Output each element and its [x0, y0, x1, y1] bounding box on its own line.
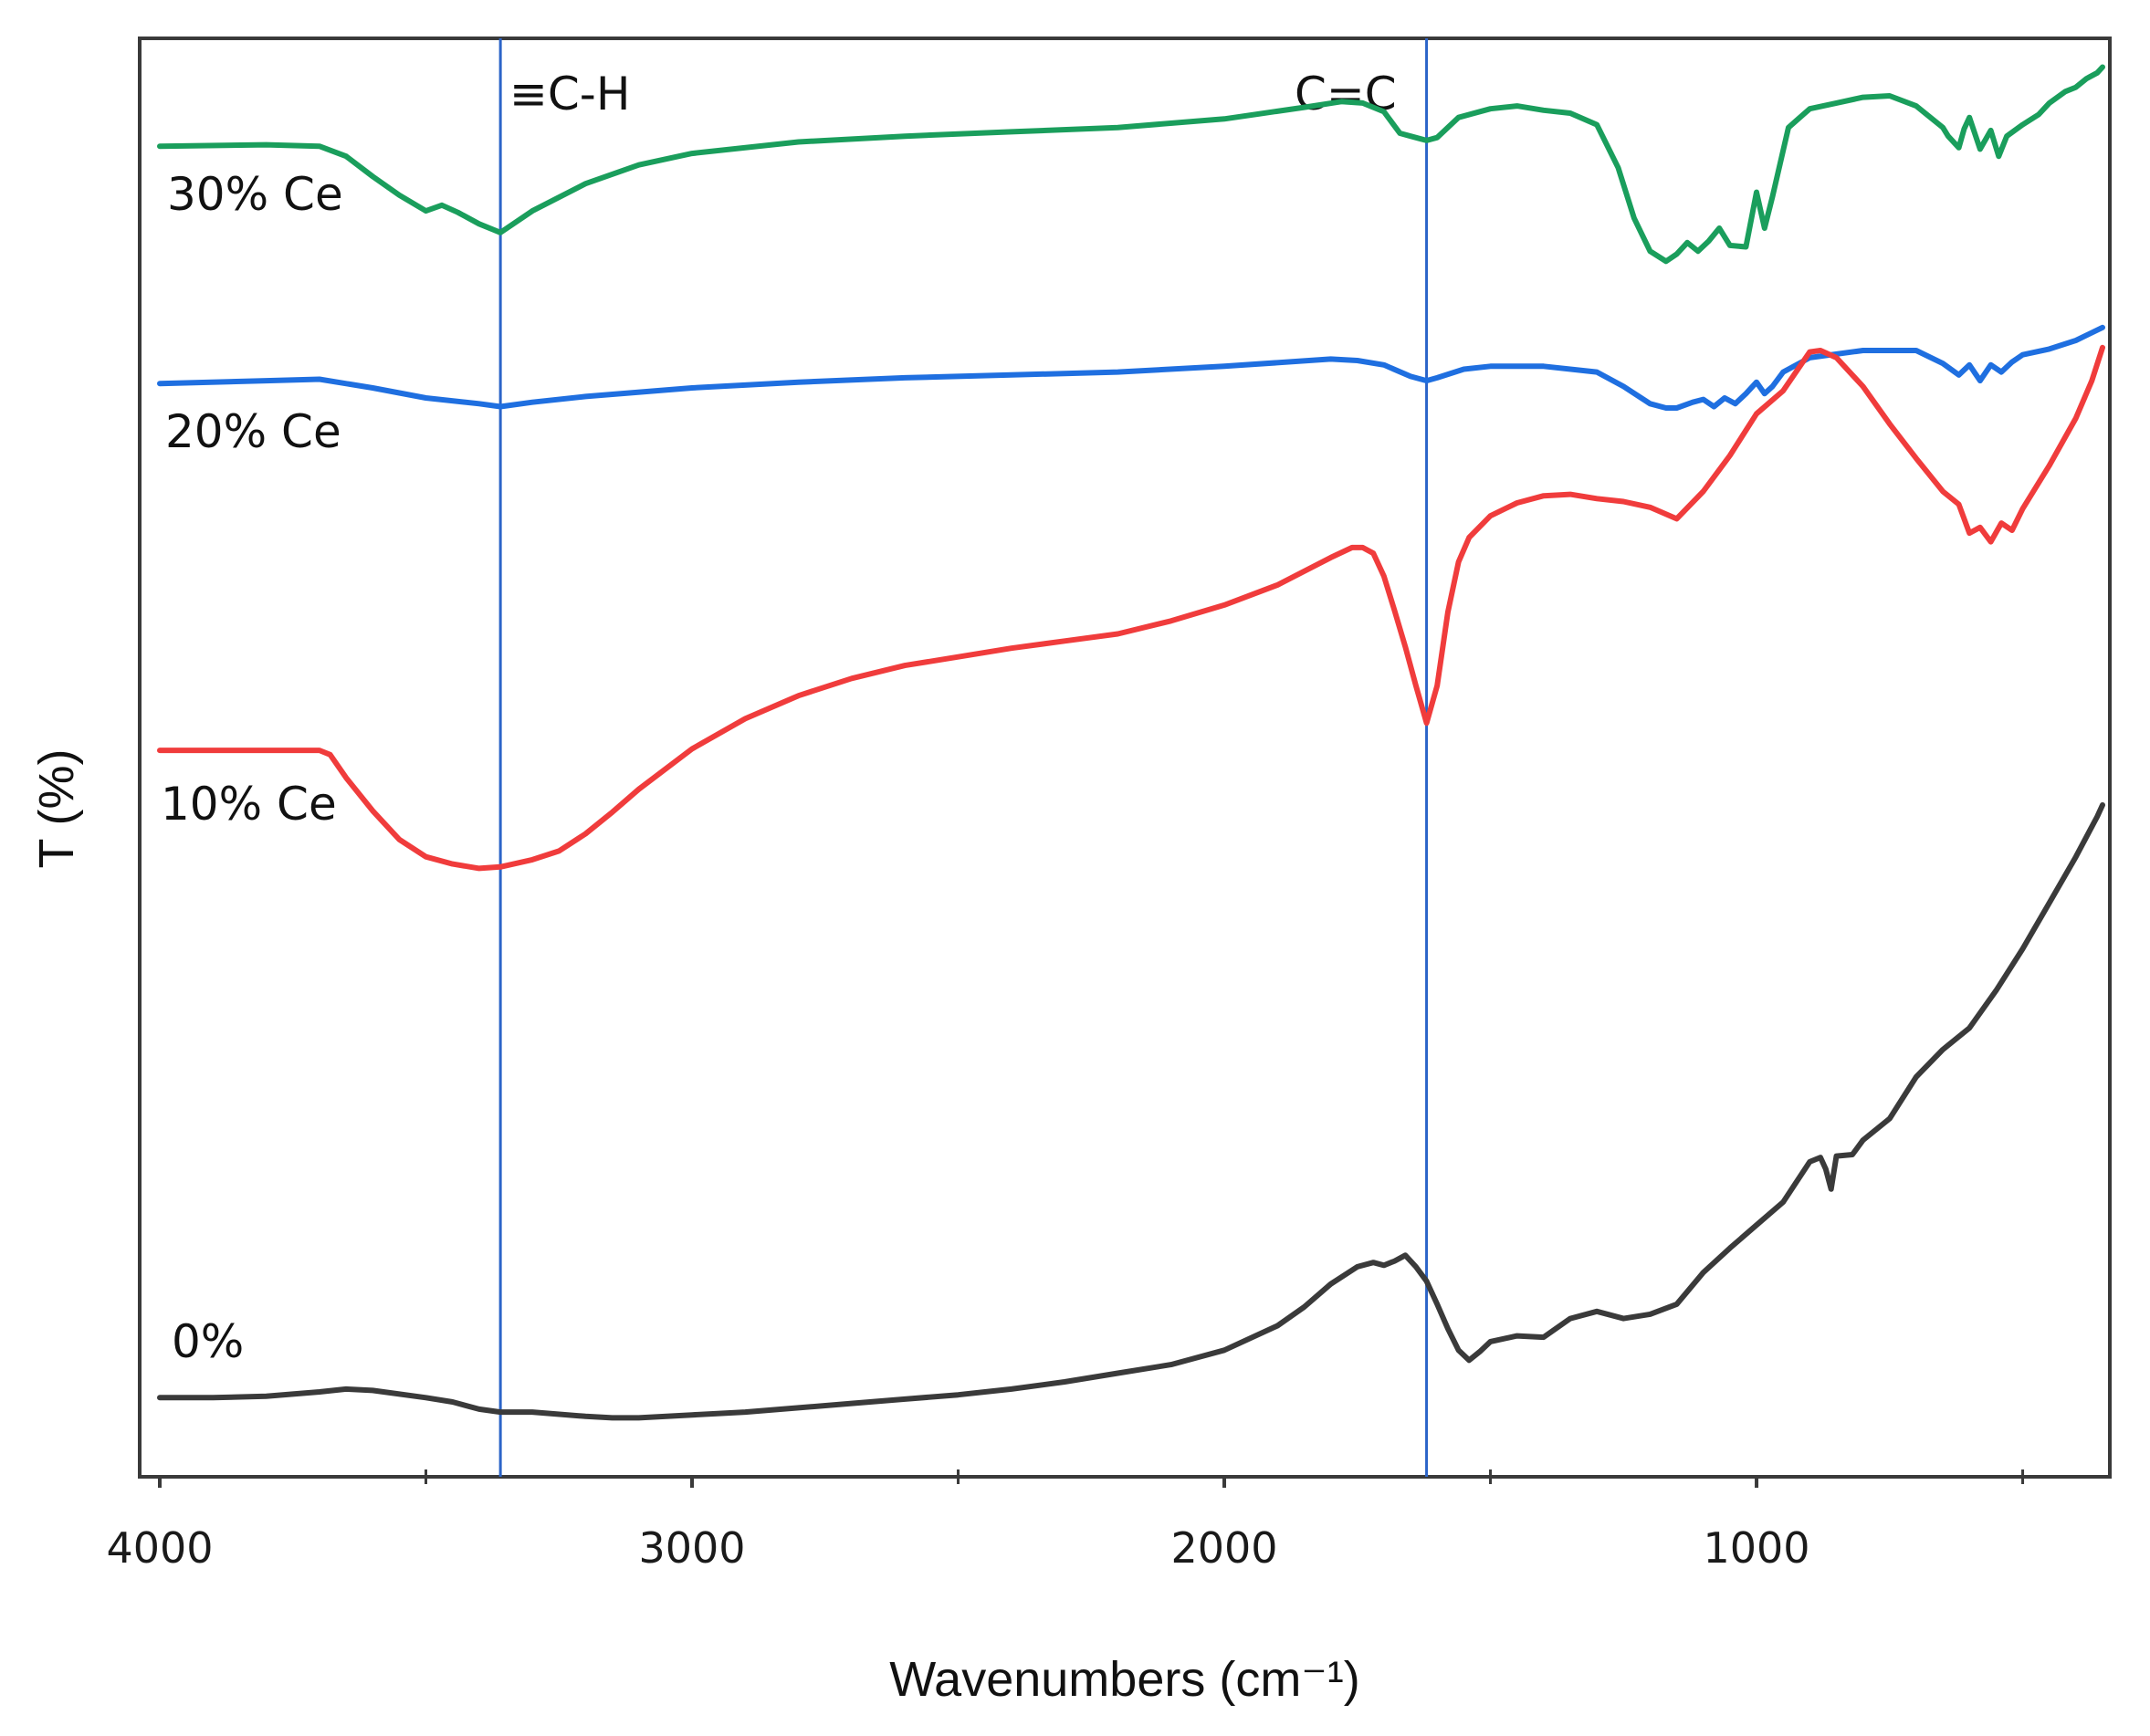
plot-frame	[138, 37, 2112, 1479]
x-major-ticks	[158, 1477, 1759, 1488]
x-tick-label-4000: 4000	[106, 1523, 213, 1573]
series-line-10-ce	[157, 344, 2105, 872]
series-label-30-ce: 30% Ce	[167, 168, 343, 221]
series-label-10-ce: 10% Ce	[161, 778, 337, 831]
x-tick-label-3000: 3000	[638, 1523, 745, 1573]
series-label-0: 0%	[172, 1315, 244, 1368]
series-label-20-ce: 20% Ce	[165, 405, 341, 458]
series-line-30-ce	[157, 64, 2105, 265]
series-line-0	[157, 802, 2105, 1421]
x-axis-title: Wavenumbers (cm⁻¹)	[889, 1652, 1360, 1707]
x-tick-label-1000: 1000	[1704, 1523, 1810, 1573]
x-minor-ticks	[425, 1469, 2025, 1484]
series-line-20-ce	[157, 324, 2105, 411]
annotation-label-ch: ≡C-H	[509, 68, 630, 120]
y-axis-title: T (%)	[29, 749, 84, 869]
x-tick-label-2000: 2000	[1170, 1523, 1277, 1573]
